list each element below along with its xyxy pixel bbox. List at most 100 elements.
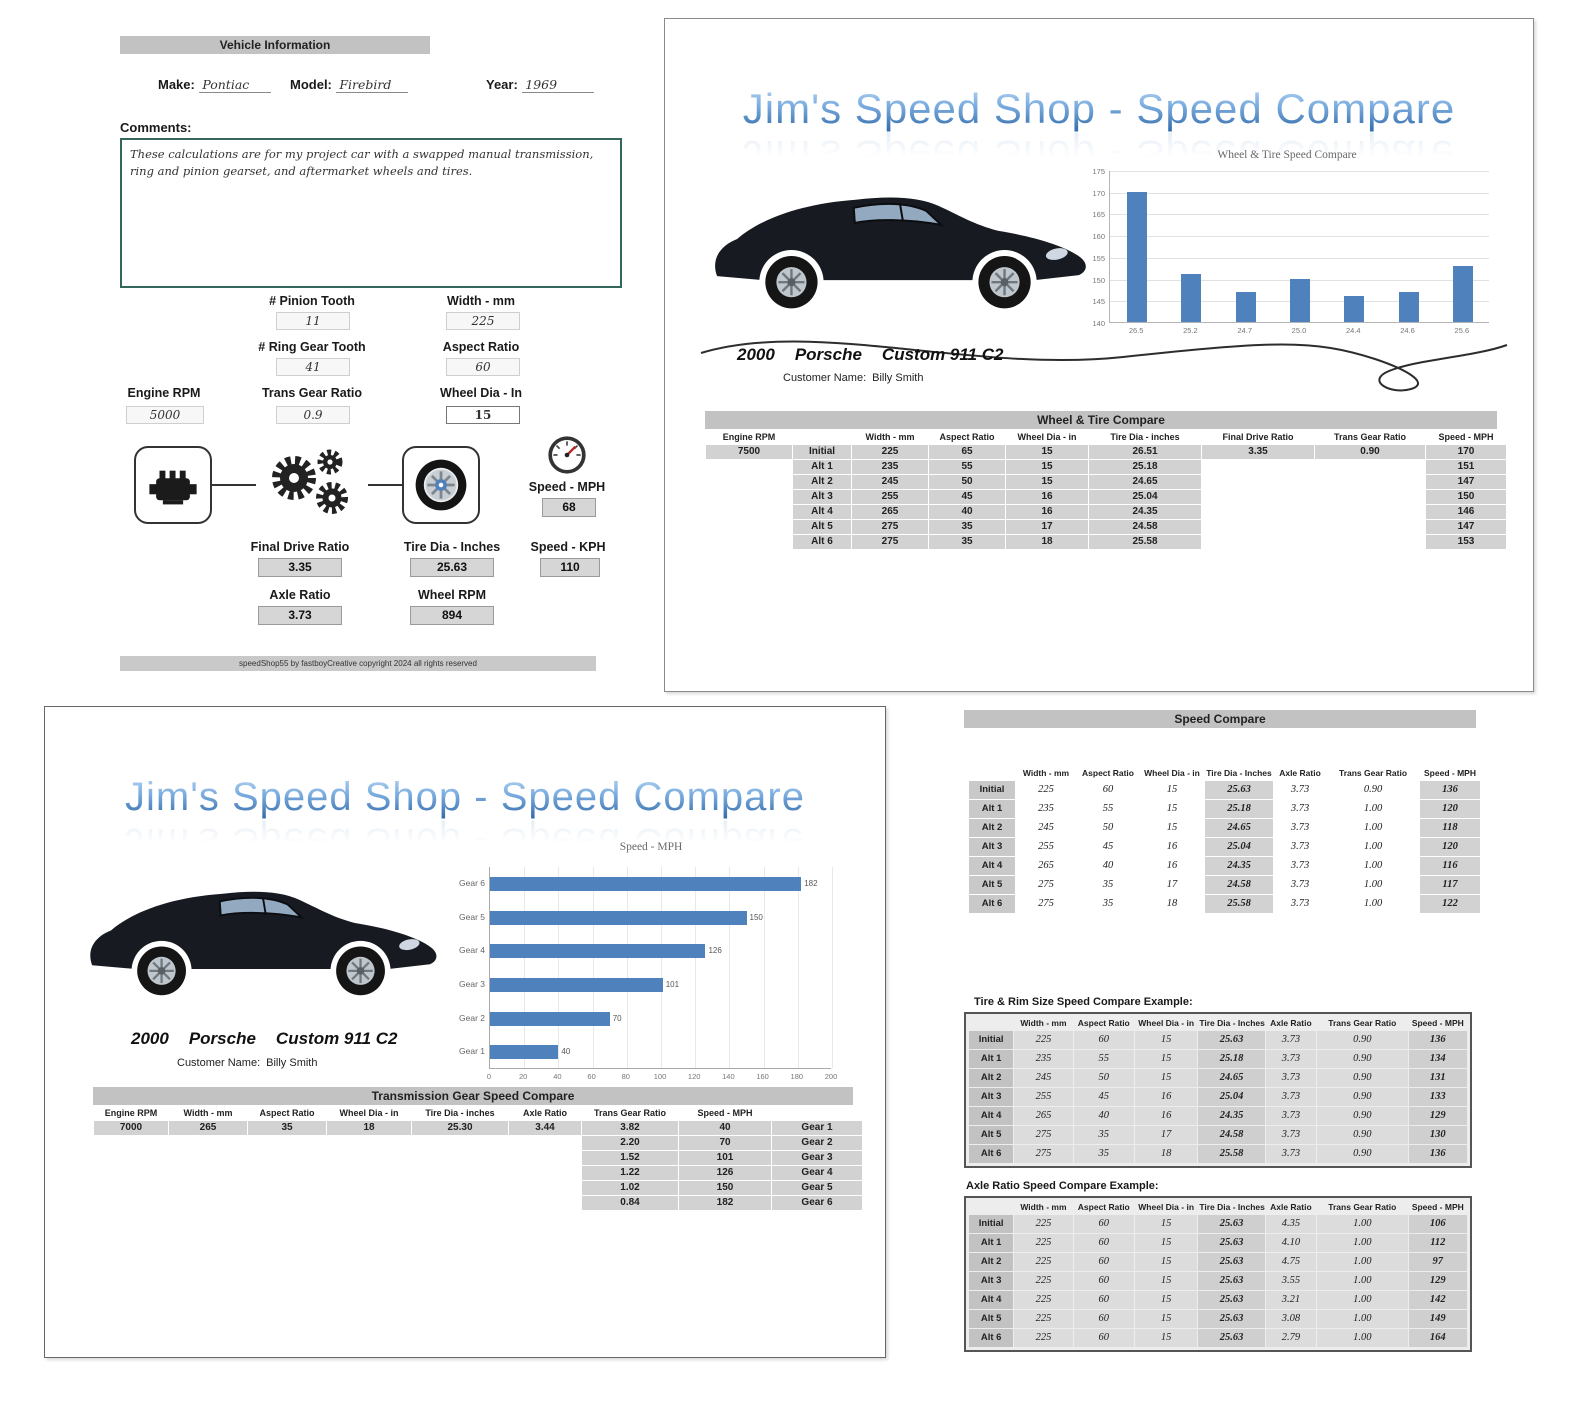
- column-header: Aspect Ratio: [259, 1108, 315, 1118]
- y-axis-tick-label: 175: [1092, 167, 1105, 176]
- table-cell: 147: [1426, 520, 1506, 534]
- table-cell: Alt 4: [969, 1107, 1014, 1125]
- table-cell: 18: [327, 1121, 411, 1135]
- table-cell: 24.58: [1205, 876, 1273, 894]
- table-cell: 60: [1073, 1272, 1134, 1290]
- tire-width-input[interactable]: 225: [446, 312, 520, 330]
- table-cell: [248, 1151, 326, 1165]
- table-cell: 3.73: [1265, 1145, 1317, 1163]
- vehicle-summary: 2000 Porsche Custom 911 C2: [737, 345, 1023, 365]
- tire-rim-example-grid: Width - mm Aspect Ratio Wheel Dia - in Tire…: [968, 1016, 1468, 1164]
- column-header: Axle Ratio: [1279, 768, 1321, 778]
- pinion-tooth-label: # Pinion Tooth: [269, 294, 355, 308]
- table-cell: 117: [1420, 876, 1480, 894]
- table-cell: 225: [1014, 1031, 1073, 1049]
- table-cell: 245: [1038, 822, 1054, 833]
- table-row: Initial 225 60 15 25.63 4.35 1.00 106: [969, 1215, 1467, 1233]
- gridline: [729, 867, 731, 1068]
- table-cell: [509, 1196, 581, 1210]
- table-cell: [169, 1181, 247, 1195]
- table-cell: Alt 5: [969, 876, 1015, 894]
- table-cell: 126: [679, 1166, 771, 1180]
- table-cell: 1.00: [1317, 1272, 1408, 1290]
- gridline: [626, 867, 628, 1068]
- column-header: Width - mm: [1020, 1202, 1067, 1212]
- speed-kph-value: 110: [540, 558, 600, 577]
- wheel-dia-input[interactable]: 15: [446, 406, 520, 424]
- column-header: Speed - MPH: [697, 1108, 753, 1118]
- table-cell: 146: [1426, 505, 1506, 519]
- table-row: Alt 5 275 35 17 24.58 147: [706, 520, 1506, 534]
- table-cell: [412, 1196, 508, 1210]
- table-row: 1.22 126 Gear 4: [94, 1166, 862, 1180]
- gridline: [592, 867, 594, 1068]
- table-cell: 26.51: [1089, 445, 1201, 459]
- table-cell: 225: [1014, 1253, 1073, 1271]
- table-cell: Alt 4: [793, 505, 851, 519]
- x-axis-category-label: 25.6: [1454, 326, 1470, 335]
- gridline: [797, 867, 799, 1068]
- table-cell: [248, 1196, 326, 1210]
- table-cell: 15: [1134, 1253, 1198, 1271]
- table-cell: 25.58: [1198, 1145, 1265, 1163]
- table-cell: 50: [929, 475, 1005, 489]
- table-cell: 265: [852, 505, 928, 519]
- table-cell: 3.73: [1265, 1107, 1317, 1125]
- engine-icon: [134, 446, 212, 524]
- table-cell: 35: [1102, 879, 1114, 890]
- table-row: 7500 Initial 225 65 15 26.51 3.35 0.90 170: [706, 445, 1506, 459]
- speedometer-icon-glyph: [548, 436, 586, 474]
- trans-gear-ratio-input[interactable]: 0.9: [276, 406, 350, 424]
- axle-ratio-example-label: Axle Ratio Speed Compare Example:: [966, 1180, 1159, 1192]
- column-header: Axle Ratio: [522, 1108, 567, 1118]
- column-header: Width - mm: [865, 432, 915, 442]
- table-cell: 3.55: [1265, 1272, 1317, 1290]
- engine-rpm-input[interactable]: 5000: [126, 406, 204, 424]
- table-cell: 3.35: [1202, 445, 1314, 459]
- year-input[interactable]: 1969: [522, 77, 595, 93]
- column-header: [969, 1017, 1013, 1030]
- gridline: [524, 867, 526, 1068]
- table-cell: [1202, 490, 1314, 504]
- y-axis-category-label: Gear 4: [459, 945, 485, 956]
- y-axis-tick-label: 165: [1092, 210, 1105, 220]
- table-cell: 60: [1073, 1329, 1134, 1347]
- table-cell: [1315, 505, 1425, 519]
- table-cell: 1.00: [1317, 1329, 1408, 1347]
- table-cell: 116: [1420, 857, 1480, 875]
- table-cell: [1202, 520, 1314, 534]
- make-input[interactable]: Pontiac: [199, 77, 272, 93]
- table-cell: 0.90: [1317, 1031, 1408, 1049]
- table-cell: 1.00: [1363, 879, 1383, 890]
- pinion-tooth-input[interactable]: 11: [276, 312, 350, 330]
- customer-line: Customer Name: Billy Smith: [177, 1057, 317, 1069]
- y-axis-category-label: Gear 2: [459, 1012, 485, 1023]
- axle-ratio-example-table: Width - mm Aspect Ratio Wheel Dia - in Tire…: [964, 1196, 1472, 1352]
- table-cell: 1.52: [582, 1151, 678, 1165]
- aspect-ratio-input[interactable]: 60: [446, 358, 520, 376]
- model-input[interactable]: Firebird: [336, 77, 409, 93]
- table-row: Alt 2 225 60 15 25.63 4.75 1.00 97: [969, 1253, 1467, 1271]
- table-cell: 225: [1014, 1310, 1073, 1328]
- table-cell: 16: [1134, 1088, 1198, 1106]
- table-cell: [706, 460, 792, 474]
- comments-input[interactable]: These calculations are for my project ca…: [120, 138, 622, 288]
- column-header: Aspect Ratio: [1077, 1018, 1130, 1028]
- column-header: Final Drive Ratio: [1222, 432, 1294, 442]
- transmission-report-panel: Jim's Speed Shop - Speed Compare Jim's S…: [44, 706, 886, 1358]
- bar: [1344, 295, 1365, 322]
- vehicle-model: Custom 911 C2: [881, 345, 1004, 364]
- table-cell: 3.73: [1290, 822, 1310, 833]
- table-cell: 35: [1073, 1145, 1134, 1163]
- table-cell: 70: [679, 1136, 771, 1150]
- table-row: Alt 3 255 45 16 25.04 150: [706, 490, 1506, 504]
- table-cell: 106: [1408, 1215, 1467, 1233]
- column-header: Axle Ratio: [1270, 1202, 1312, 1212]
- table-cell: 45: [1073, 1088, 1134, 1106]
- table-row: Alt 4 265 40 16 24.35 146: [706, 505, 1506, 519]
- column-header: Tire Dia - Inches: [1206, 768, 1272, 778]
- ring-gear-input[interactable]: 41: [276, 358, 350, 376]
- table-cell: [1315, 475, 1425, 489]
- table-cell: 18: [1006, 535, 1088, 549]
- table-cell: Alt 3: [793, 490, 851, 504]
